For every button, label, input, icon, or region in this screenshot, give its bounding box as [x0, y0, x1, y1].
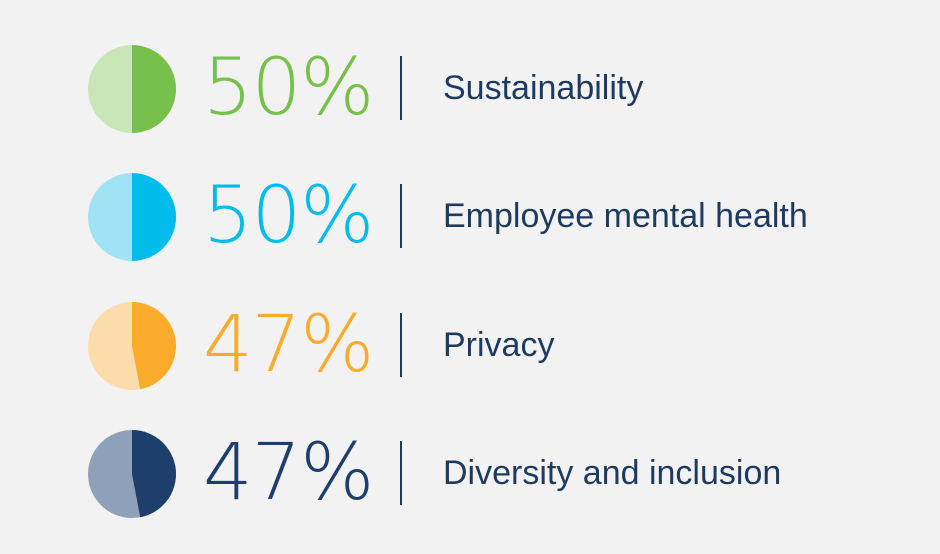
- pie-privacy: [88, 302, 176, 390]
- percent-value: 50%: [203, 43, 374, 133]
- pie-slice: [132, 45, 176, 133]
- category-label: Diversity and inclusion: [443, 454, 782, 492]
- category-label: Sustainability: [443, 69, 644, 107]
- category-label: Employee mental health: [443, 197, 808, 235]
- divider: [400, 184, 402, 248]
- category-label: Privacy: [443, 326, 555, 364]
- divider: [400, 56, 402, 120]
- pie-slice: [132, 302, 176, 390]
- pie-diversity-and-inclusion: [88, 430, 176, 518]
- pie-employee-mental-health: [88, 173, 176, 261]
- stat-row-employee-mental-health: 50% Employee mental health: [0, 166, 940, 266]
- pie-sustainability: [88, 45, 176, 133]
- percent-value: 47%: [203, 428, 374, 518]
- percent-value: 47%: [203, 300, 374, 390]
- divider: [400, 441, 402, 505]
- pie-slice: [132, 173, 176, 261]
- stat-row-diversity-and-inclusion: 47% Diversity and inclusion: [0, 423, 940, 523]
- stat-row-privacy: 47% Privacy: [0, 295, 940, 395]
- percent-value: 50%: [203, 171, 374, 261]
- stat-row-sustainability: 50% Sustainability: [0, 38, 940, 138]
- pie-slice: [132, 430, 176, 518]
- divider: [400, 313, 402, 377]
